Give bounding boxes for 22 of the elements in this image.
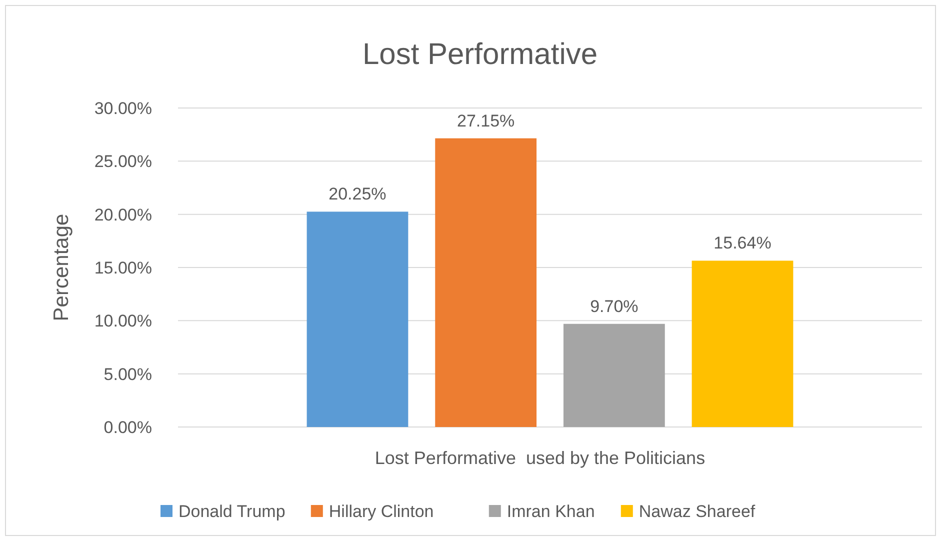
data-label: 27.15% <box>456 111 515 130</box>
y-tick-label: 30.00% <box>94 98 152 118</box>
bar <box>306 212 408 427</box>
legend-label: Donald Trump <box>178 502 286 521</box>
legend-label: Imran Khan <box>506 502 595 521</box>
data-label: 20.25% <box>328 184 386 204</box>
legend-label: Hillary Clinton <box>328 502 434 521</box>
y-tick-label: 15.00% <box>94 258 152 278</box>
y-tick-label: 5.00% <box>104 364 152 384</box>
legend-label: Nawaz Shareef <box>638 502 756 521</box>
chart-title: Lost Performative <box>362 38 598 71</box>
y-tick-label: 20.00% <box>94 205 152 224</box>
y-tick-label: 0.00% <box>104 418 152 437</box>
bar <box>435 138 537 427</box>
y-axis-title: Percentage <box>50 214 73 322</box>
bar <box>692 260 794 427</box>
data-label: 9.70% <box>590 296 638 316</box>
data-label: 15.64% <box>714 234 772 253</box>
bar <box>563 324 665 427</box>
y-tick-label: 10.00% <box>94 312 152 331</box>
y-tick-label: 25.00% <box>94 152 152 172</box>
x-axis-title: Lost Performative used by the Politicians <box>374 448 706 468</box>
